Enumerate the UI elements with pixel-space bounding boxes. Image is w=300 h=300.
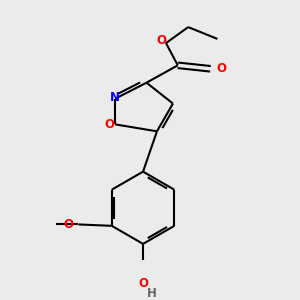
Text: O: O	[138, 277, 148, 290]
Text: O: O	[105, 118, 115, 131]
Text: H: H	[146, 287, 156, 300]
Text: N: N	[110, 92, 120, 104]
Text: O: O	[157, 34, 167, 47]
Text: O: O	[216, 62, 226, 75]
Text: O: O	[64, 218, 74, 231]
